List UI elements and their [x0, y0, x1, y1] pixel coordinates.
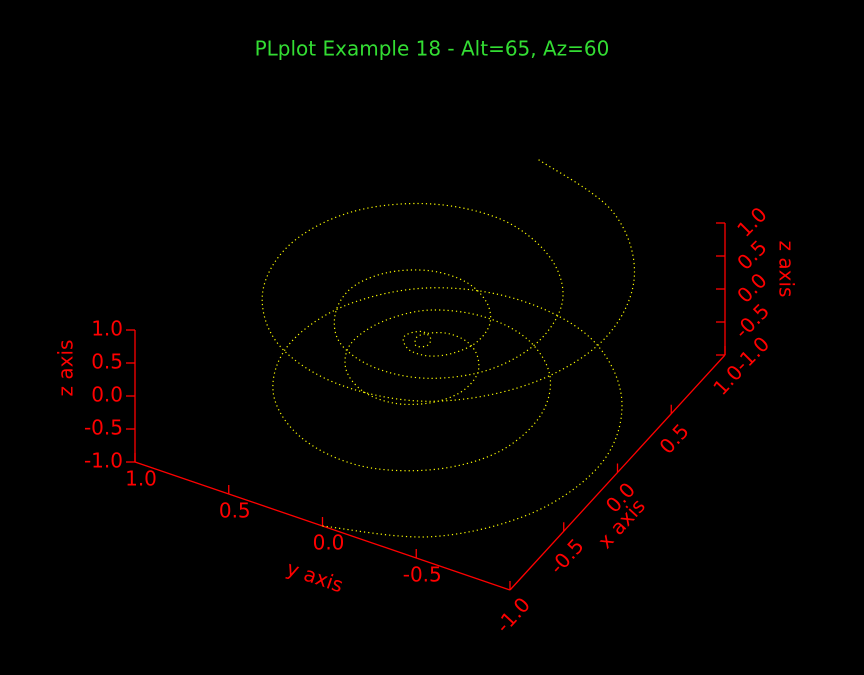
z-axis-label: z axis — [775, 241, 799, 298]
z-tick-label: 0.0 — [732, 268, 771, 307]
z-tick-label: 1.0 — [732, 202, 771, 241]
y-tick-label: -0.5 — [403, 563, 442, 587]
z-tick-label: 0.5 — [732, 235, 771, 274]
z-tick-label: 1.0 — [91, 317, 123, 341]
spiral-line — [261, 158, 636, 538]
y-axis-label: y axis — [284, 556, 347, 597]
x-tick-label: -1.0 — [491, 592, 535, 637]
chart-title: PLplot Example 18 - Alt=65, Az=60 — [255, 37, 610, 61]
z-tick-label: -0.5 — [84, 416, 123, 440]
x-tick-label: -0.5 — [545, 534, 589, 579]
z-axis-label: z axis — [54, 340, 78, 397]
y-tick-label: 1.0 — [125, 467, 157, 491]
y-tick-label: 0.0 — [313, 531, 345, 555]
z-tick-label: -1.0 — [84, 449, 123, 473]
y-tick-label: 0.5 — [219, 499, 251, 523]
z-tick-label: 0.0 — [91, 383, 123, 407]
z-tick-label: 0.5 — [91, 350, 123, 374]
